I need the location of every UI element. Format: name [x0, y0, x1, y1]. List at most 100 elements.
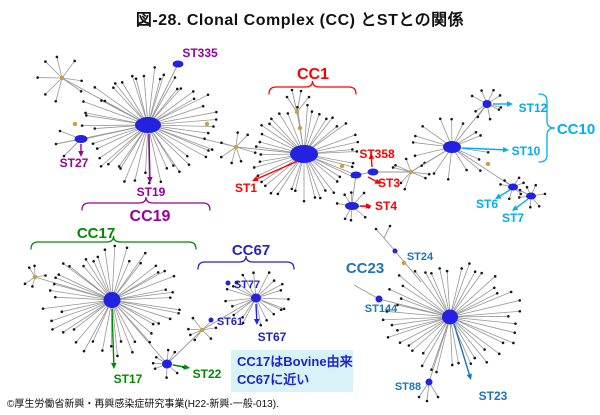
label-st23: ST23: [479, 389, 508, 403]
arrow-st358: [370, 158, 373, 168]
label-st17: ST17: [114, 372, 143, 386]
label-st77: ST77: [234, 279, 260, 291]
edge-13: [451, 146, 514, 188]
twig-dot-7: [417, 395, 421, 399]
tan-node-10: [32, 274, 38, 280]
arrow-st7: [516, 198, 529, 208]
cluster-mid-minor: [391, 157, 431, 191]
label-st88: ST88: [395, 381, 421, 393]
twig-3: [296, 96, 310, 113]
twig-1: [291, 89, 298, 113]
tan-node-1: [294, 109, 300, 115]
node-st7: [526, 192, 536, 200]
twig-dot-3: [307, 95, 311, 99]
cluster-right-of-cc19: [220, 131, 257, 165]
label-st335: ST335: [182, 46, 218, 60]
node-st3: [350, 171, 362, 179]
twig-dot-9: [436, 395, 440, 399]
node-st144: [375, 295, 383, 303]
label-st1: ST1: [235, 181, 257, 195]
twig-dot-6: [62, 154, 66, 158]
label-cc10: CC10: [557, 121, 595, 138]
label-st4: ST4: [375, 199, 397, 213]
arrow-st19: [148, 133, 151, 178]
label-st10: ST10: [512, 144, 541, 158]
node-st22: [162, 359, 172, 369]
arrow-st23: [453, 323, 470, 375]
node-st1: [290, 145, 318, 163]
node-st12: [482, 100, 492, 108]
tan-node-3: [485, 161, 491, 167]
twig-0: [286, 96, 298, 113]
label-st19: ST19: [137, 185, 166, 199]
node-st88: [425, 378, 433, 386]
figure-title: 図-28. Clonal Complex (CC) とSTとの関係: [135, 12, 465, 29]
tan-node-11: [199, 327, 205, 333]
arrow-st67-head: [253, 318, 260, 325]
edge-9: [351, 174, 357, 204]
arrow-st3-head: [374, 178, 381, 184]
label-st22: ST22: [193, 367, 222, 381]
twig-11: [383, 225, 391, 239]
twig-10: [375, 228, 385, 239]
arrow-st10: [461, 147, 504, 151]
tan-node-7: [59, 75, 65, 81]
arrow-st6-head: [495, 193, 502, 199]
brace-cc17: [30, 235, 197, 250]
node-st358: [367, 168, 379, 176]
label-st67: ST67: [258, 330, 287, 344]
twig-dot-11: [388, 224, 392, 228]
node-st17: [103, 292, 121, 308]
edge-21: [353, 284, 380, 300]
note-line2: CC67に近い: [237, 372, 310, 387]
label-cc1: CC1: [297, 66, 329, 83]
edge-1: [147, 63, 179, 126]
twig-dot-0: [285, 95, 289, 99]
label-cc23: CC23: [346, 260, 384, 277]
twig-dot-1: [290, 88, 294, 92]
brace-cc67: [197, 255, 295, 270]
arrow-st17: [111, 308, 115, 364]
tan-node-5: [72, 121, 78, 127]
arrow-st22-head: [183, 364, 190, 370]
arrow-st7-head: [512, 205, 519, 211]
label-st7: ST7: [502, 211, 524, 225]
cluster-cc23: [381, 262, 522, 374]
label-st24: ST24: [407, 251, 434, 263]
edge-22: [394, 250, 422, 283]
brace-cc1: [268, 80, 357, 95]
arrow-st22: [172, 364, 185, 368]
twig-dot-10: [374, 227, 378, 231]
twig-dot-4: [58, 129, 62, 133]
node-st24: [392, 248, 398, 254]
arrow-st17-head: [111, 362, 117, 369]
copyright-text: ©厚生労働省新興・再興感染症研究事業(H22-新興-一般-013).: [7, 399, 279, 410]
edge-6: [296, 111, 301, 129]
arrow-st1-head: [252, 176, 259, 182]
arrow-st6: [499, 189, 511, 197]
label-st358: ST358: [359, 147, 395, 161]
label-st61: ST61: [217, 316, 243, 328]
arrow-st10-head: [502, 146, 509, 153]
edge-12: [451, 103, 488, 148]
cluster-cc17: [41, 244, 181, 358]
tan-node-9: [408, 169, 414, 175]
label-cc17: CC17: [77, 225, 115, 242]
node-st27: [74, 135, 88, 143]
arrow-st1: [257, 160, 299, 180]
node-st6: [508, 183, 518, 191]
label-st3: ST3: [378, 176, 400, 190]
arrow-st3: [367, 176, 377, 182]
twig-dot-5: [54, 142, 58, 146]
tan-node-4: [401, 260, 407, 266]
arrow-st67: [255, 303, 258, 320]
arrow-st23-head: [466, 373, 472, 380]
label-cc67: CC67: [232, 242, 270, 259]
tan-node-0: [297, 125, 303, 131]
arrow-st27-head: [78, 151, 84, 157]
node-st77: [225, 280, 231, 286]
label-st12: ST12: [519, 101, 548, 115]
label-st6: ST6: [476, 197, 498, 211]
note-line1: CC17はBovine由来: [237, 354, 353, 370]
